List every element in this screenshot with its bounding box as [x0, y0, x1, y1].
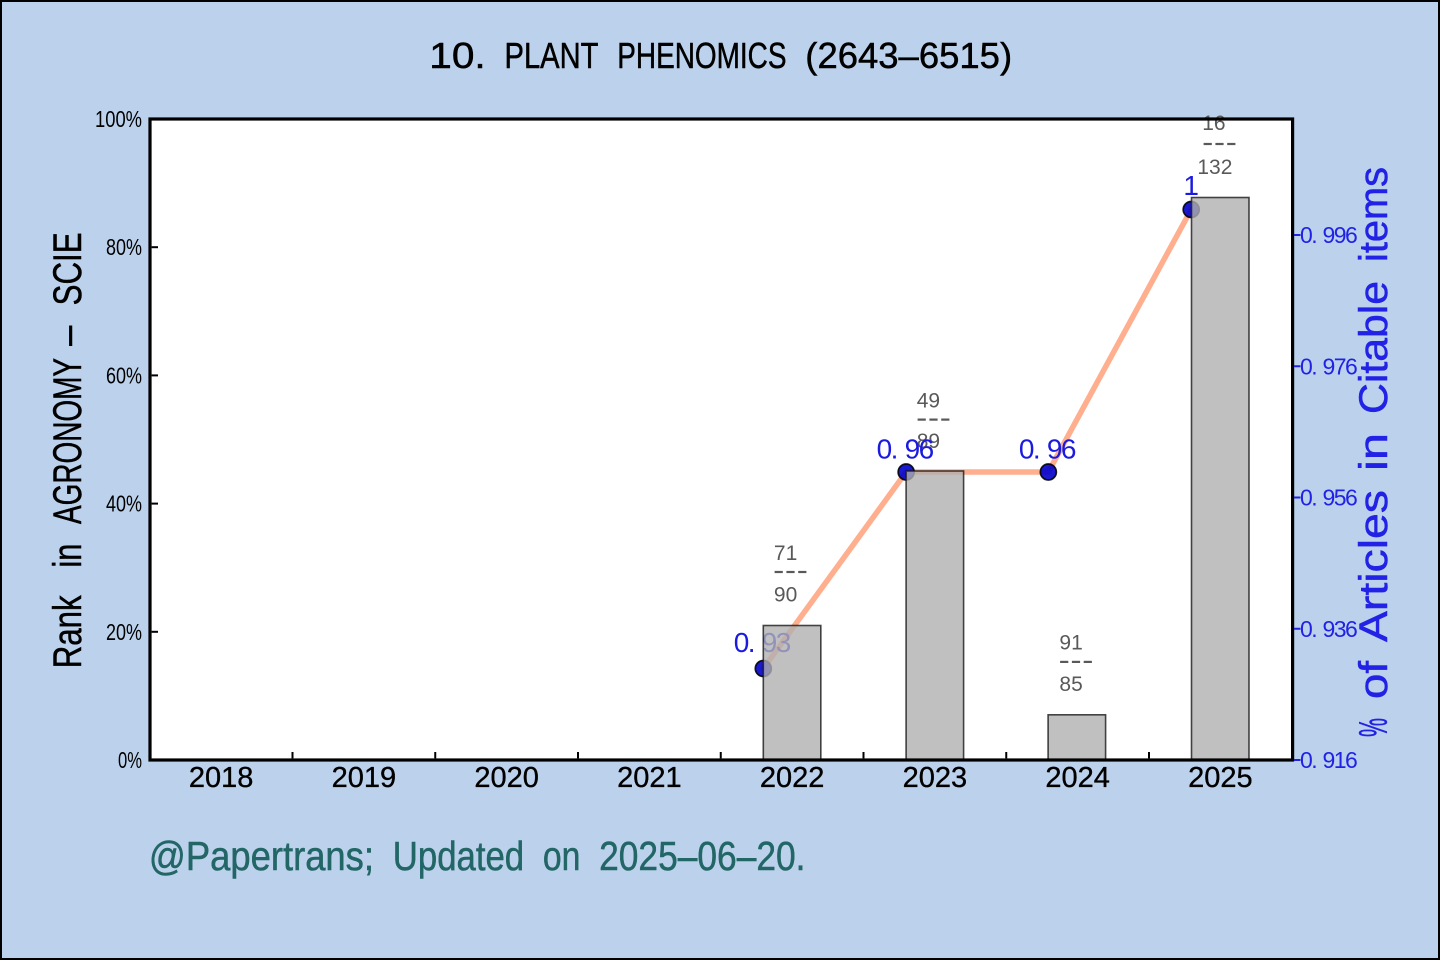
svg-text:in: in [1352, 433, 1396, 471]
svg-text:49: 49 [917, 390, 940, 413]
svg-text:@Papertrans;: @Papertrans; [149, 833, 374, 879]
svg-text:20%: 20% [106, 619, 142, 645]
svg-text:2024: 2024 [1045, 762, 1110, 794]
svg-text:0.96: 0.96 [877, 434, 935, 465]
svg-text:Rank: Rank [46, 595, 90, 669]
svg-text:in: in [46, 544, 90, 568]
svg-text:1: 1 [1183, 170, 1199, 201]
svg-text:2022: 2022 [760, 762, 825, 794]
svg-text:10.: 10. [429, 35, 485, 76]
svg-text:90: 90 [774, 584, 797, 607]
svg-text:40%: 40% [106, 491, 142, 517]
svg-text:100%: 100% [95, 106, 142, 132]
svg-text:PLANT: PLANT [505, 35, 599, 76]
svg-text:items: items [1352, 167, 1396, 262]
svg-text:0.976: 0.976 [1300, 353, 1358, 379]
svg-text:PHENOMICS: PHENOMICS [617, 35, 786, 76]
svg-text:%: % [1352, 718, 1396, 737]
svg-text:16: 16 [1202, 112, 1225, 135]
svg-text:0%: 0% [118, 747, 142, 773]
svg-text:2020: 2020 [474, 762, 539, 794]
svg-text:2021: 2021 [617, 762, 682, 794]
svg-text:0.936: 0.936 [1300, 616, 1358, 642]
svg-text:Articles: Articles [1352, 490, 1396, 642]
svg-text:89: 89 [917, 430, 940, 453]
svg-text:2018: 2018 [189, 762, 254, 794]
svg-text:2019: 2019 [332, 762, 397, 794]
svg-text:132: 132 [1197, 156, 1232, 179]
svg-text:SCIE: SCIE [46, 232, 90, 305]
svg-text:(2643–6515): (2643–6515) [805, 35, 1012, 76]
svg-text:Citable: Citable [1352, 281, 1396, 414]
svg-text:AGRONOMY: AGRONOMY [46, 358, 90, 524]
svg-text:Updated: Updated [393, 833, 524, 879]
svg-text:2025: 2025 [1188, 762, 1253, 794]
svg-text:71: 71 [774, 542, 797, 565]
svg-text:on: on [543, 833, 581, 879]
svg-text:2023: 2023 [903, 762, 968, 794]
svg-text:0.916: 0.916 [1300, 747, 1358, 773]
svg-text:91: 91 [1059, 632, 1082, 655]
svg-text:85: 85 [1059, 673, 1082, 696]
svg-text:0.956: 0.956 [1300, 485, 1358, 511]
svg-text:60%: 60% [106, 362, 142, 388]
svg-text:80%: 80% [106, 234, 142, 260]
svg-text:2025–06–20.: 2025–06–20. [599, 833, 805, 879]
svg-text:0.96: 0.96 [1019, 434, 1077, 465]
svg-text:–: – [46, 325, 90, 346]
svg-text:of: of [1352, 660, 1396, 699]
svg-text:0.996: 0.996 [1300, 222, 1358, 248]
